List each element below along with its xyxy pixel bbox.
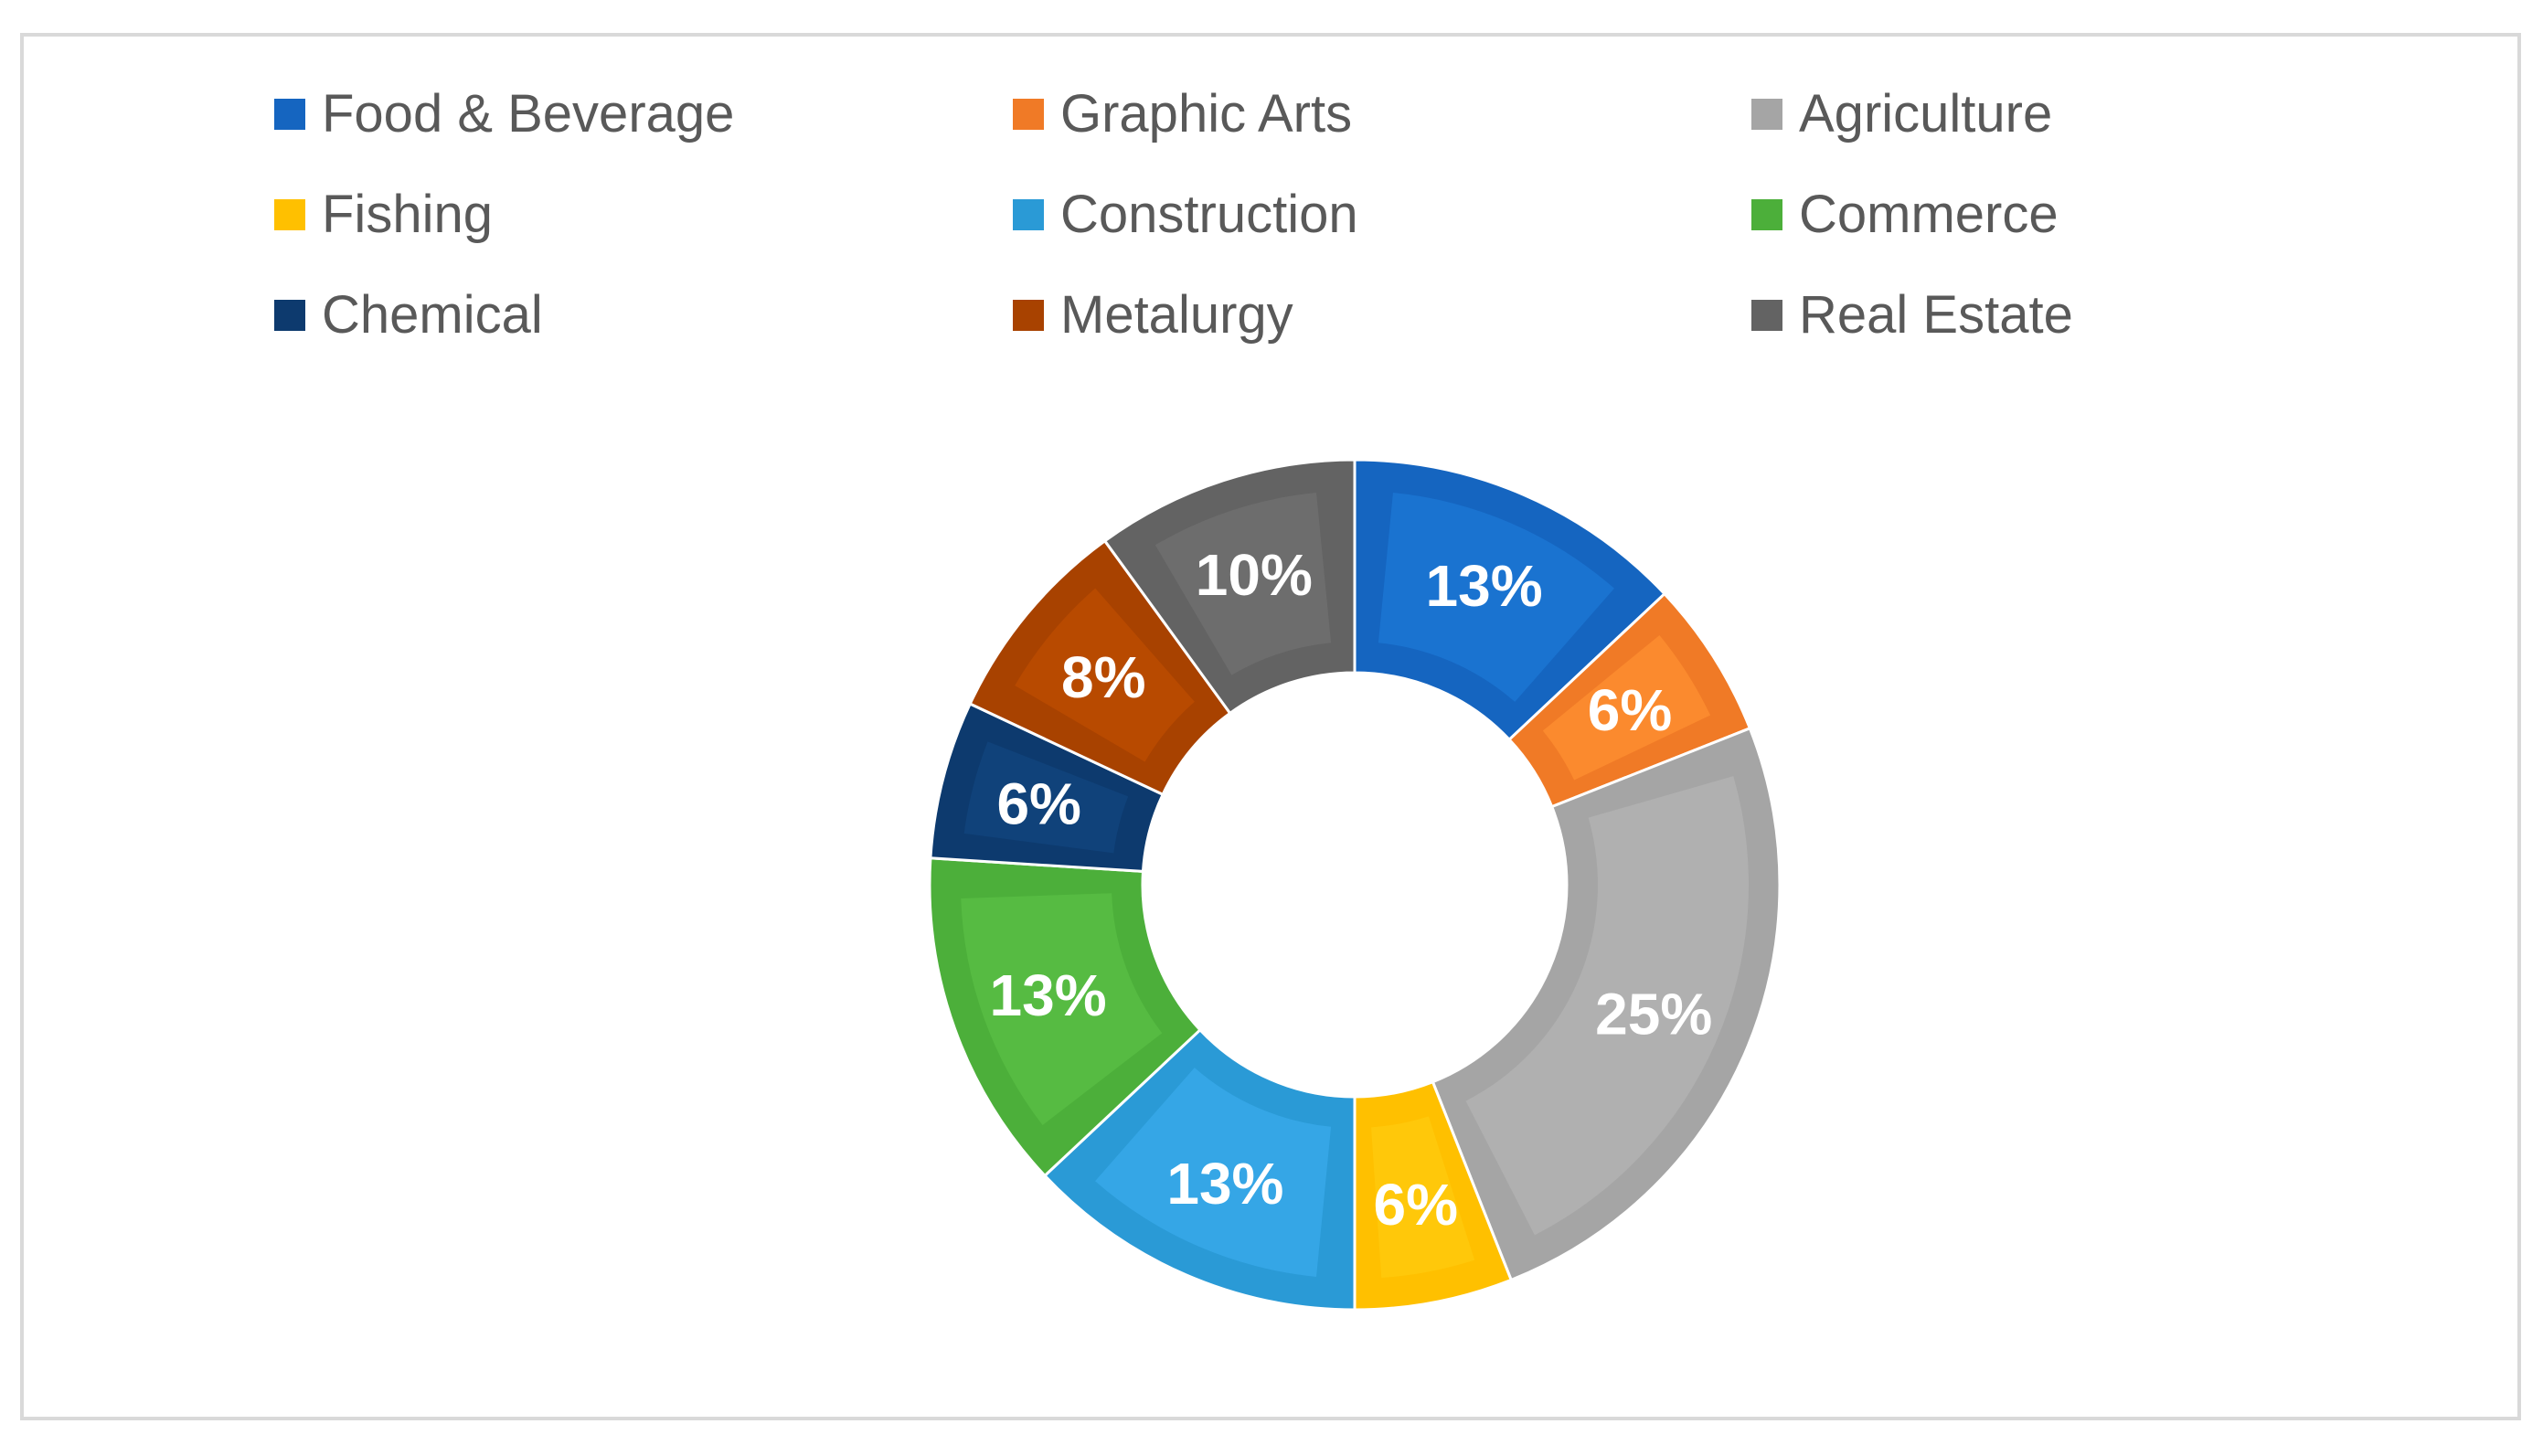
legend-label: Real Estate [1799, 285, 2073, 345]
slice-chemical: 6% [929, 702, 1165, 874]
legend-item-construction: Construction [1013, 183, 1358, 247]
legend-label: Agriculture [1799, 84, 2053, 143]
legend-item-metalurgy: Metalurgy [1013, 283, 1293, 347]
data-label-commerce: 13% [990, 962, 1107, 1028]
legend-swatch [1751, 99, 1782, 130]
slice-real-estate: 10% [1102, 458, 1357, 716]
legend-item-food-and-beverage: Food & Beverage [274, 82, 734, 146]
legend-swatch [274, 99, 305, 130]
data-label-agriculture: 25% [1595, 982, 1712, 1047]
data-label-chemical: 6% [996, 771, 1081, 836]
legend-label: Metalurgy [1060, 285, 1293, 345]
legend-label: Construction [1060, 185, 1358, 244]
legend-swatch [1013, 99, 1044, 130]
legend-label: Chemical [322, 285, 543, 345]
slice-fishing: 6% [1353, 1079, 1514, 1312]
legend-label: Fishing [322, 185, 493, 244]
legend-swatch [1751, 300, 1782, 331]
slice-construction: 13% [1042, 1027, 1357, 1312]
legend-item-graphic-arts: Graphic Arts [1013, 82, 1352, 146]
data-label-construction: 13% [1166, 1151, 1283, 1217]
slice-chemical-bevel [963, 741, 1129, 854]
legend-label: Food & Beverage [322, 84, 735, 143]
legend-item-agriculture: Agriculture [1751, 82, 2052, 146]
slice-graphic-arts: 6% [1506, 591, 1752, 809]
legend-item-commerce: Commerce [1751, 183, 2059, 247]
data-label-graphic-arts: 6% [1588, 677, 1673, 743]
legend-swatch [1013, 199, 1044, 230]
data-label-food-and-beverage: 13% [1426, 553, 1543, 619]
legend-swatch [1751, 199, 1782, 230]
slice-metalurgy-bevel [1015, 588, 1195, 762]
legend-swatch [274, 199, 305, 230]
slice-construction-bevel [1095, 1068, 1332, 1277]
legend-swatch [1013, 300, 1044, 331]
legend-item-fishing: Fishing [274, 183, 493, 247]
legend-label: Graphic Arts [1060, 84, 1353, 143]
slice-food-and-beverage: 13% [1353, 458, 1667, 742]
slice-fishing-bevel [1371, 1116, 1475, 1279]
slice-commerce: 13% [928, 856, 1202, 1178]
legend-item-real-estate: Real Estate [1751, 283, 2073, 347]
data-label-fishing: 6% [1374, 1172, 1459, 1238]
slice-graphic-arts-bevel [1542, 634, 1711, 781]
data-label-real-estate: 10% [1196, 542, 1313, 608]
data-label-metalurgy: 8% [1061, 644, 1146, 710]
slice-real-estate-bevel [1154, 493, 1332, 675]
slice-commerce-bevel [961, 893, 1163, 1126]
slice-food-and-beverage-bevel [1378, 493, 1614, 702]
legend: Food & Beverage Graphic Arts Agriculture Fi… [274, 82, 2102, 393]
slice-agriculture-bevel [1465, 776, 1749, 1236]
slice-agriculture: 25% [1431, 726, 1782, 1282]
legend-swatch [274, 300, 305, 331]
legend-item-chemical: Chemical [274, 283, 543, 347]
legend-label: Commerce [1799, 185, 2059, 244]
